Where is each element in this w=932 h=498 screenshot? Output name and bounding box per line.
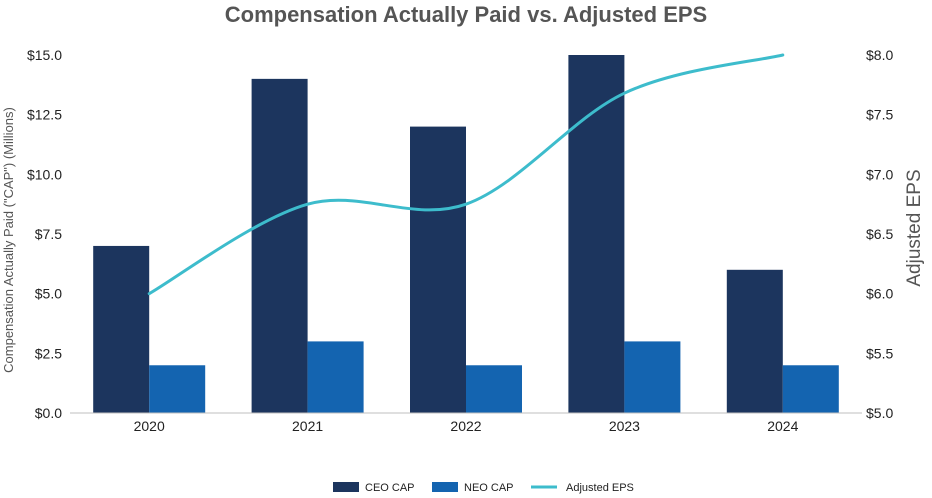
- bar-ceo-cap-2022: [410, 126, 466, 413]
- x-tick-label-2023: 2023: [609, 418, 640, 434]
- bar-neo-cap-2022: [466, 365, 522, 413]
- legend-swatch-ceo-cap: [333, 482, 359, 492]
- chart-title: Compensation Actually Paid vs. Adjusted …: [225, 2, 707, 27]
- bar-neo-cap-2020: [149, 365, 206, 413]
- bar-neo-cap-2021: [307, 341, 364, 413]
- y-axis-left-label: Compensation Actually Paid ("CAP") (Mill…: [1, 107, 16, 373]
- x-tick-label-2020: 2020: [134, 418, 165, 434]
- y-right-tick-label: $5.0: [866, 405, 893, 421]
- y-left-tick-label: $0.0: [35, 405, 62, 421]
- y-axis-right-label: Adjusted EPS: [904, 169, 925, 286]
- x-tick-label-2021: 2021: [292, 418, 323, 434]
- legend-swatch-neo-cap: [432, 482, 458, 492]
- legend-label-ceo-cap: CEO CAP: [365, 482, 415, 494]
- y-left-tick-label: $5.0: [35, 286, 62, 302]
- y-left-tick-label: $10.0: [27, 166, 62, 182]
- y-right-tick-label: $5.5: [866, 345, 893, 361]
- legend-label-neo-cap: NEO CAP: [464, 482, 514, 494]
- y-left-tick-label: $2.5: [35, 345, 62, 361]
- y-left-tick-label: $7.5: [35, 226, 62, 242]
- bar-ceo-cap-2020: [93, 245, 150, 413]
- y-right-tick-label: $8.0: [866, 47, 893, 63]
- bar-neo-cap-2023: [624, 341, 681, 413]
- x-tick-label-2024: 2024: [767, 418, 798, 434]
- bar-neo-cap-2024: [782, 365, 839, 413]
- bar-ceo-cap-2024: [726, 269, 783, 413]
- legend: CEO CAP NEO CAP Adjusted EPS: [333, 482, 634, 494]
- line-adjusted-eps: [147, 53, 785, 296]
- y-left-tick-label: $12.5: [27, 107, 62, 123]
- y-right-tick-label: $6.5: [866, 226, 893, 242]
- y-right-tick-label: $7.0: [866, 166, 893, 182]
- legend-label-adjusted-eps: Adjusted EPS: [566, 482, 634, 494]
- y-left-tick-label: $15.0: [27, 47, 62, 63]
- y-right-tick-label: $6.0: [866, 286, 893, 302]
- y-right-tick-label: $7.5: [866, 107, 893, 123]
- plot-area: 2020 2021 2022 2023 2024 $0.0 $2.5 $5.0 $7.5 $10.…: [27, 47, 894, 434]
- bar-ceo-cap-2023: [568, 55, 625, 413]
- bar-ceo-cap-2021: [251, 78, 308, 413]
- x-tick-label-2022: 2022: [450, 418, 481, 434]
